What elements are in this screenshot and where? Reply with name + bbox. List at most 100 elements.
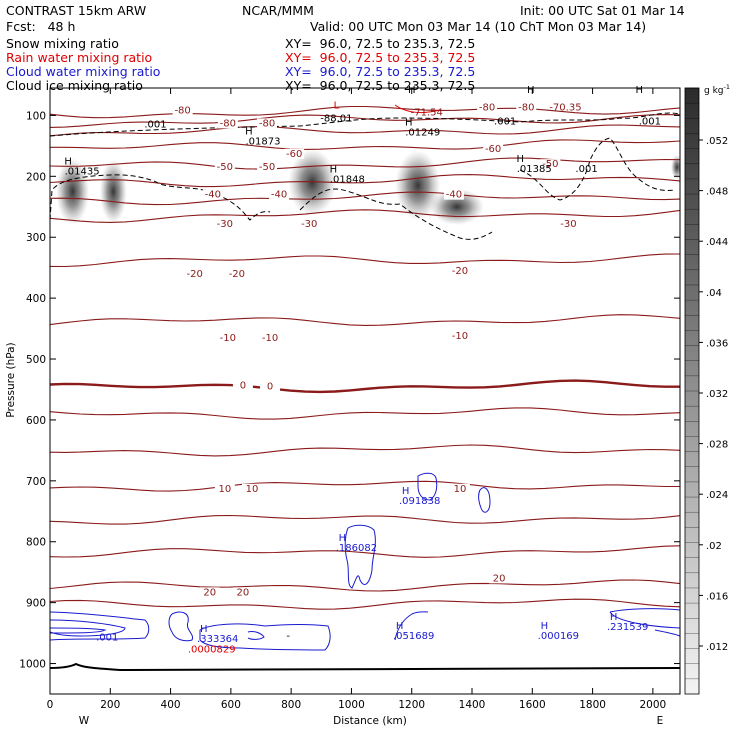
snow-maximum [670,154,680,180]
isotherm-label: 20 [203,587,216,598]
isotherm-label-bg [217,332,238,343]
cloud-water-contour [247,631,265,640]
field-xy-cloud-water: XY= 96.0, 72.5 to 235.3, 72.5 [285,64,476,79]
cloud-water-contour [394,611,429,641]
x-tick-label: 200 [100,699,120,711]
extremum-marker: H [64,156,72,167]
extremum-marker: H [516,154,524,165]
contour-value-label: .001 [144,120,166,131]
isotherm-label: -60 [286,149,302,160]
extremum-marker: H [339,533,347,544]
isotherm-line [50,514,680,525]
isotherm-label: -50 [217,162,233,173]
isotherm-line [50,139,680,150]
field-xy-snow: XY= 96.0, 72.5 to 235.3, 72.5 [285,36,476,51]
init-time: Init: 00 UTC Sat 01 Mar 14 [520,3,685,18]
isotherm-label: -10 [452,331,468,342]
ice-contour [50,112,680,137]
y-tick-label: 500 [26,354,46,366]
isotherm-label: 20 [237,587,250,598]
isotherm-label-bg [214,162,235,173]
colorbar-tick-label: .028 [706,440,728,451]
isotherm-label: -20 [229,269,245,280]
isotherm-label-bg [260,381,281,392]
y-tick-label: 700 [26,476,46,488]
isotherm-label-bg [443,189,464,200]
isotherm-label: 10 [218,484,231,495]
field-name-cloud-water: Cloud water mixing ratio [6,64,161,79]
isotherm-line [50,444,680,457]
isotherm-label-bg [232,587,253,598]
isotherm-label: -10 [262,333,278,344]
isotherm-label: -50 [259,162,275,173]
x-tick-label: 0 [47,699,54,711]
cloud-water-contour [654,629,680,637]
isotherm-label-bg [217,118,238,129]
y-tick-label: 900 [26,598,46,610]
cloud-water-contour [344,524,376,589]
colorbar-tick-label: .032 [706,389,728,400]
isotherm-label: 0 [267,381,273,392]
extremum-value: .01848 [330,174,365,185]
isotherm-label-bg [241,483,262,494]
isotherm-label: 20 [493,573,506,584]
center-name: NCAR/MMM [242,3,314,18]
isotherm-label-bg [516,102,537,113]
contour-value-label: .001 [575,164,597,175]
isotherm-line [50,407,680,420]
isotherm-line [50,545,680,558]
isotherm-label-bg [489,573,510,584]
contour-value-label: -70.35 [549,103,581,114]
isotherm-label: -40 [205,190,221,201]
field-name-rain: Rain water mixing ratio [6,50,153,65]
isotherm-label: -10 [220,333,236,344]
isotherm-label-bg [449,483,470,494]
isotherm-label: -20 [187,269,203,280]
isotherm-label-bg [284,148,305,159]
snow-maximum [99,159,127,224]
isotherm-label: -30 [217,219,233,230]
colorbar-tick-label: .052 [706,136,728,147]
cloud-water-contour [609,608,680,629]
plot-frame [49,87,681,695]
isotherm-label-bg [449,330,470,341]
y-tick-label: 800 [26,537,46,549]
y-axis-label: Pressure (hPa) [5,342,17,417]
isotherm-line [50,379,680,394]
cloud-water-contour [199,623,331,651]
isotherm-label-bg [172,105,193,116]
extremum-value: .231539 [607,622,648,633]
isotherm-label: -50 [542,159,558,170]
y-tick-label: 600 [26,415,46,427]
extremum-marker: H [330,164,338,175]
field-name-snow: Snow mixing ratio [6,36,119,51]
cloud-water-contour [168,611,194,642]
model-title: CONTRAST 15km ARW [6,3,147,18]
isotherm-label-bg [449,265,470,276]
x-tick-label: 1400 [459,699,486,711]
colorbar-tick-label: .016 [706,591,728,602]
isotherm-line [50,157,680,170]
isotherm-line [50,191,680,206]
isotherm-label: -80 [479,103,495,114]
isotherm-label: -80 [518,103,534,114]
forecast-hour: Fcst: 48 h [6,19,76,34]
isotherm-line [50,124,680,137]
isotherm-label: -80 [220,118,236,129]
isotherm-label-bg [558,218,579,229]
colorbar: .052 .048 .044 .04 .036 .032 .028 .024 .02 .016 .0… [684,87,728,695]
isotherm-line [50,105,680,119]
contour-labels: -80 -80 -80 -80 -80 -60 -60 -50 -50 -50 -40 -40 -40 -… [64,85,661,655]
isotherm-line [50,579,680,592]
isotherm-label: -80 [174,106,190,117]
y-tick-label: 300 [26,232,46,244]
contour-value-label: -71.54 [411,107,443,118]
x-tick-label: 800 [281,699,301,711]
y-tick-label: 1000 [19,659,46,671]
rain-contour [394,104,441,113]
extremum-value: .000169 [538,631,579,642]
colorbar-tick-label: .04 [706,288,722,299]
isotherm-line [50,598,680,610]
isotherm-label-bg [540,159,561,170]
extremum-value: .01873 [245,137,280,148]
